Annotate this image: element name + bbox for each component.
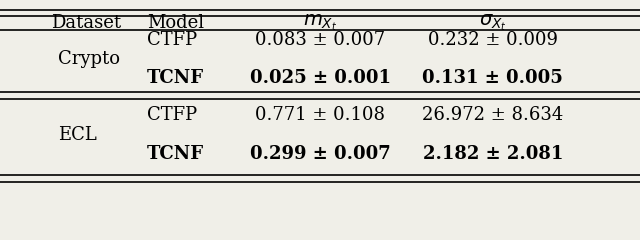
Text: ECL: ECL <box>58 126 97 144</box>
Text: 0.025 ± 0.001: 0.025 ± 0.001 <box>250 69 390 87</box>
Text: 26.972 ± 8.634: 26.972 ± 8.634 <box>422 107 563 124</box>
Text: TCNF: TCNF <box>147 69 204 87</box>
Text: 2.182 ± 2.081: 2.182 ± 2.081 <box>422 145 563 163</box>
Text: 0.131 ± 0.005: 0.131 ± 0.005 <box>422 69 563 87</box>
Text: 0.083 ± 0.007: 0.083 ± 0.007 <box>255 31 385 49</box>
Text: Model: Model <box>147 14 204 32</box>
Text: Dataset: Dataset <box>51 14 122 32</box>
Text: 0.232 ± 0.009: 0.232 ± 0.009 <box>428 31 558 49</box>
Text: Crypto: Crypto <box>58 50 120 68</box>
Text: TCNF: TCNF <box>147 145 204 163</box>
Text: $\sigma_{X_t}$: $\sigma_{X_t}$ <box>479 12 507 33</box>
Text: $m_{X_t}$: $m_{X_t}$ <box>303 12 337 33</box>
Text: 0.771 ± 0.108: 0.771 ± 0.108 <box>255 107 385 124</box>
Text: 0.299 ± 0.007: 0.299 ± 0.007 <box>250 145 390 163</box>
Text: CTFP: CTFP <box>147 31 197 49</box>
Text: CTFP: CTFP <box>147 107 197 124</box>
